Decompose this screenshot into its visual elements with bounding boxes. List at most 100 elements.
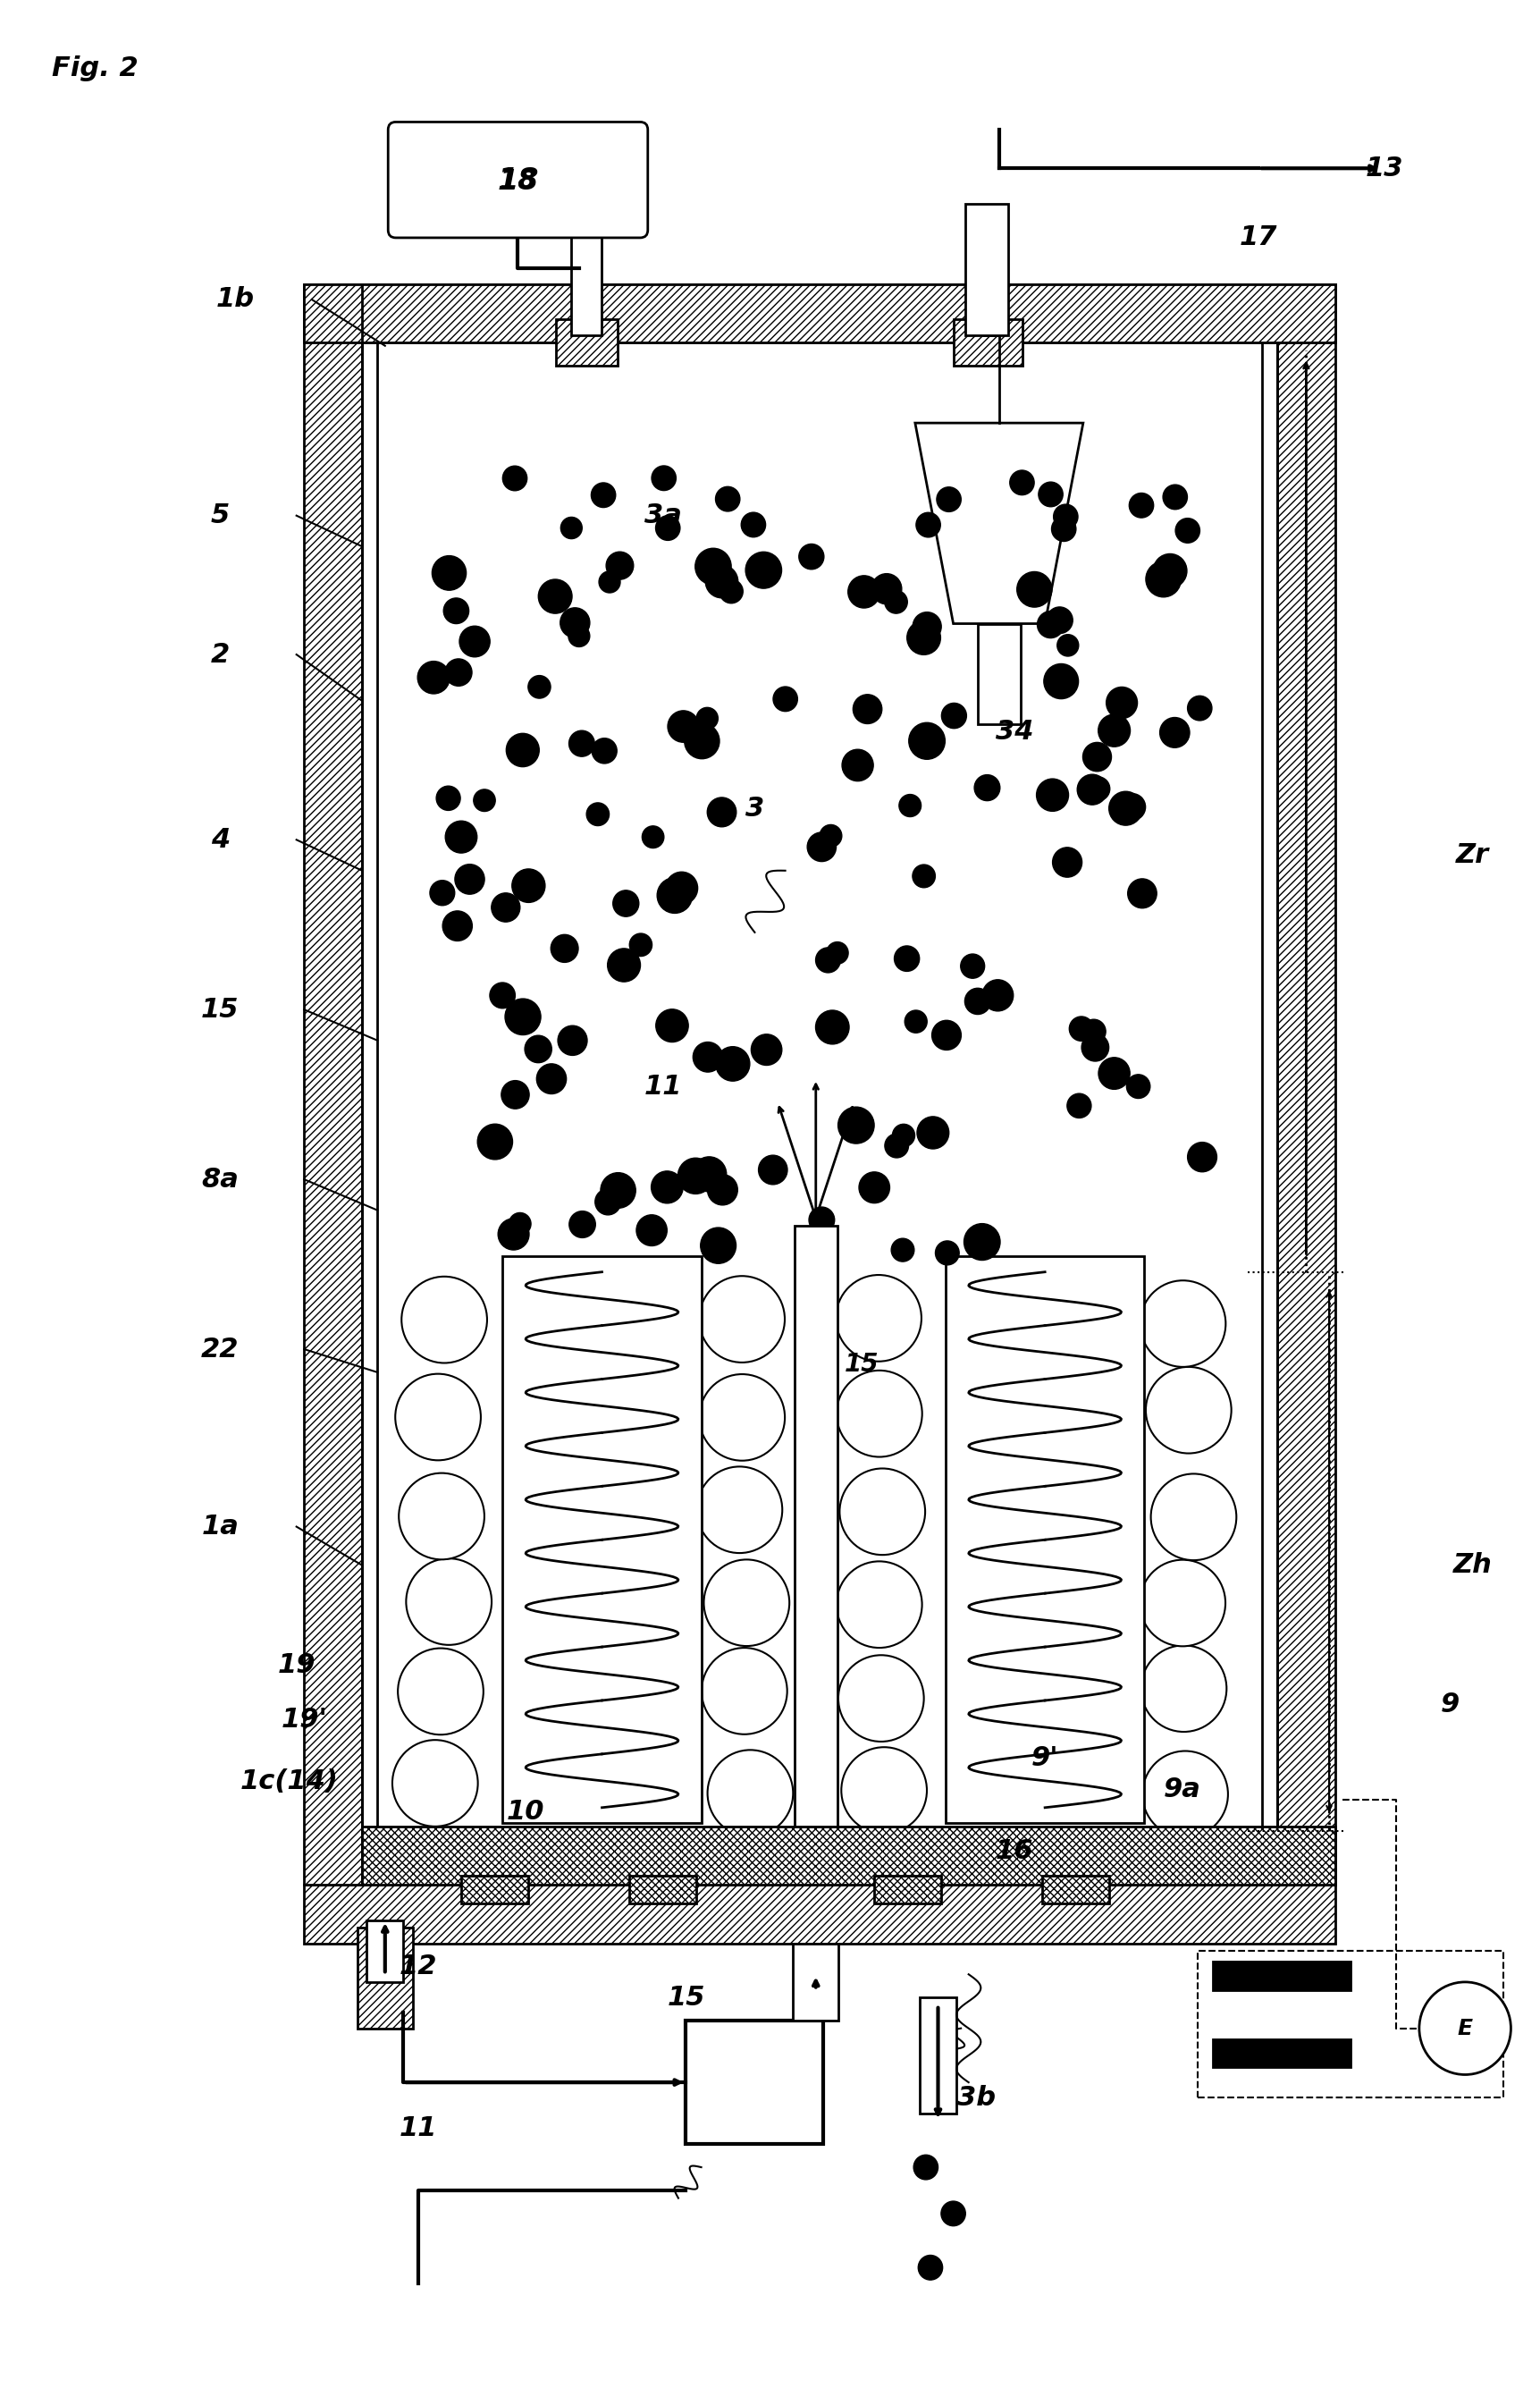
Circle shape (445, 659, 471, 685)
Bar (946, 1255, 1144, 1823)
Circle shape (693, 1041, 722, 1073)
Bar (303, 1886, 1335, 1943)
Bar (357, 1929, 413, 2027)
Text: 15: 15 (202, 996, 239, 1022)
Circle shape (613, 890, 639, 916)
Circle shape (599, 570, 621, 592)
Circle shape (684, 724, 719, 760)
Circle shape (1038, 481, 1063, 507)
Circle shape (678, 1159, 713, 1193)
Circle shape (1143, 1751, 1227, 1837)
Circle shape (838, 1655, 924, 1741)
Circle shape (892, 1239, 915, 1263)
Circle shape (892, 1123, 915, 1147)
Circle shape (816, 1010, 849, 1044)
Circle shape (1127, 878, 1157, 909)
Text: 10: 10 (507, 1799, 545, 1825)
Circle shape (642, 825, 664, 849)
Circle shape (836, 1561, 922, 1647)
Circle shape (399, 1472, 485, 1558)
Text: 5: 5 (211, 503, 229, 529)
Circle shape (936, 488, 961, 512)
Circle shape (1052, 847, 1083, 878)
Text: 19': 19' (280, 1708, 328, 1732)
Circle shape (1098, 1058, 1130, 1089)
Text: 12: 12 (400, 1953, 437, 1979)
Circle shape (696, 707, 718, 729)
Text: 11: 11 (644, 1073, 682, 1099)
Circle shape (707, 798, 736, 827)
Bar (1214, 2039, 1351, 2066)
Circle shape (836, 1371, 922, 1457)
Circle shape (601, 1174, 636, 1207)
Circle shape (719, 580, 742, 604)
Text: 18: 18 (499, 168, 537, 192)
Circle shape (1146, 560, 1181, 596)
Circle shape (983, 979, 1013, 1010)
Bar (919, 1999, 956, 2114)
Circle shape (636, 1215, 667, 1246)
Circle shape (799, 544, 824, 570)
Circle shape (570, 1212, 596, 1239)
Text: 1c(14): 1c(14) (240, 1768, 337, 1794)
Circle shape (941, 702, 967, 729)
Text: Fig. 2: Fig. 2 (52, 55, 139, 82)
Circle shape (759, 1154, 787, 1186)
Circle shape (665, 873, 698, 904)
FancyBboxPatch shape (388, 123, 648, 238)
Circle shape (853, 695, 882, 724)
Text: 1b: 1b (216, 286, 254, 313)
Circle shape (1036, 779, 1069, 810)
Circle shape (699, 1277, 785, 1364)
Circle shape (884, 592, 907, 613)
Text: 15: 15 (667, 1984, 705, 2011)
Circle shape (436, 786, 460, 810)
Circle shape (961, 955, 984, 979)
Circle shape (827, 943, 849, 964)
Circle shape (1081, 1020, 1106, 1044)
Text: 18: 18 (497, 166, 539, 195)
Circle shape (656, 1010, 688, 1041)
Circle shape (1083, 743, 1112, 772)
Bar (793, 1943, 839, 2020)
Circle shape (630, 933, 651, 957)
Text: 2: 2 (211, 642, 229, 669)
Circle shape (895, 945, 919, 972)
Text: E: E (1457, 2018, 1472, 2039)
Circle shape (594, 1188, 621, 1215)
Circle shape (916, 512, 941, 536)
Circle shape (842, 750, 873, 782)
Circle shape (1120, 794, 1146, 820)
Circle shape (591, 483, 616, 507)
Circle shape (1420, 1982, 1511, 2076)
Circle shape (1106, 688, 1138, 719)
Bar (556, 320, 618, 366)
Circle shape (1175, 517, 1200, 544)
Circle shape (1052, 517, 1076, 541)
Text: 15: 15 (844, 1352, 879, 1378)
Circle shape (702, 1647, 787, 1734)
Circle shape (561, 608, 590, 637)
Circle shape (913, 613, 941, 642)
Text: 1a: 1a (202, 1513, 239, 1539)
Circle shape (904, 1010, 927, 1032)
Circle shape (473, 789, 496, 810)
Bar (362, 284, 1335, 344)
Text: 9a: 9a (1164, 1777, 1201, 1801)
Circle shape (701, 1227, 736, 1263)
Text: 3: 3 (745, 796, 764, 823)
Circle shape (490, 984, 516, 1008)
Circle shape (841, 1746, 927, 1833)
Circle shape (656, 515, 681, 541)
Circle shape (1067, 1094, 1092, 1118)
Circle shape (607, 551, 633, 580)
Bar (502, 1255, 701, 1823)
Circle shape (909, 722, 946, 760)
Circle shape (707, 1174, 738, 1205)
Bar (303, 284, 1335, 344)
Circle shape (668, 709, 699, 743)
Circle shape (885, 1133, 909, 1157)
Text: 3b: 3b (956, 2085, 995, 2112)
Circle shape (807, 832, 836, 861)
Circle shape (849, 575, 879, 608)
